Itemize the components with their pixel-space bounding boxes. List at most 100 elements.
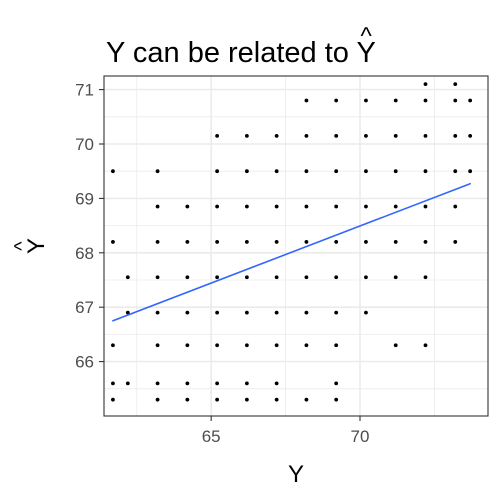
data-point bbox=[393, 133, 398, 138]
data-point bbox=[215, 204, 220, 209]
data-point bbox=[364, 204, 368, 209]
data-point bbox=[334, 397, 339, 402]
data-point bbox=[111, 240, 115, 244]
data-point bbox=[393, 275, 398, 280]
data-point bbox=[304, 240, 309, 244]
data-point bbox=[468, 98, 473, 103]
plot-panel-border bbox=[103, 75, 489, 417]
data-point bbox=[304, 275, 309, 280]
data-point bbox=[334, 275, 339, 280]
data-point bbox=[304, 397, 309, 402]
data-point bbox=[244, 275, 249, 280]
y-tick-label: 66 bbox=[75, 353, 94, 372]
data-point bbox=[364, 169, 368, 174]
data-point bbox=[244, 397, 249, 402]
x-tick-label: 65 bbox=[202, 427, 221, 446]
grid-major-lines bbox=[104, 76, 488, 416]
data-point bbox=[423, 204, 428, 209]
data-point bbox=[185, 204, 190, 209]
data-point bbox=[244, 169, 249, 174]
x-tick-label: 70 bbox=[351, 427, 370, 446]
data-point bbox=[244, 240, 249, 244]
y-tick-label: 70 bbox=[75, 135, 94, 154]
data-point bbox=[185, 343, 190, 348]
data-point bbox=[244, 310, 249, 315]
chart-title-hat-accent: ^ bbox=[360, 23, 372, 50]
data-point bbox=[423, 98, 428, 103]
data-point bbox=[423, 240, 428, 244]
data-point bbox=[215, 275, 220, 280]
data-point bbox=[215, 169, 220, 174]
data-point bbox=[274, 343, 279, 348]
data-point bbox=[453, 98, 458, 103]
data-point bbox=[453, 169, 458, 174]
data-point bbox=[453, 240, 458, 244]
data-point bbox=[423, 169, 428, 174]
data-point bbox=[111, 381, 115, 386]
data-point bbox=[155, 275, 160, 280]
data-point bbox=[155, 343, 160, 348]
data-point bbox=[364, 98, 368, 103]
data-point bbox=[244, 133, 249, 138]
data-point bbox=[125, 310, 130, 315]
data-point bbox=[111, 343, 115, 348]
data-point bbox=[423, 82, 428, 87]
data-point bbox=[125, 275, 130, 280]
data-point bbox=[155, 381, 160, 386]
data-point bbox=[468, 133, 473, 138]
data-point bbox=[453, 133, 458, 138]
trend-line bbox=[112, 182, 471, 322]
data-point bbox=[274, 240, 279, 244]
data-point bbox=[423, 133, 428, 138]
data-point bbox=[393, 240, 398, 244]
data-point bbox=[334, 240, 339, 244]
y-tick-label: 68 bbox=[75, 244, 94, 263]
data-point bbox=[334, 381, 339, 386]
data-points bbox=[111, 82, 473, 402]
x-axis-label: Y bbox=[288, 461, 304, 488]
data-point bbox=[393, 98, 398, 103]
data-point bbox=[244, 204, 249, 209]
data-point bbox=[334, 98, 339, 103]
data-point bbox=[274, 275, 279, 280]
y-axis-label: Y ^ bbox=[11, 238, 50, 254]
data-point bbox=[215, 133, 220, 138]
y-tick-label: 67 bbox=[75, 298, 94, 317]
data-point bbox=[185, 381, 190, 386]
data-point bbox=[274, 204, 279, 209]
data-point bbox=[334, 310, 339, 315]
plot-panel-background bbox=[104, 76, 488, 416]
data-point bbox=[244, 343, 249, 348]
data-point bbox=[185, 310, 190, 315]
data-point bbox=[185, 275, 190, 280]
data-point bbox=[334, 169, 339, 174]
y-tick-label: 71 bbox=[75, 81, 94, 100]
data-point bbox=[215, 381, 220, 386]
chart-title-variable: Y bbox=[356, 37, 375, 69]
data-point bbox=[393, 204, 398, 209]
data-point bbox=[453, 204, 458, 209]
data-point bbox=[155, 240, 160, 244]
data-point bbox=[304, 310, 309, 315]
chart-title: Y can be related to Y ^ bbox=[106, 23, 376, 69]
data-point bbox=[423, 343, 428, 348]
data-point bbox=[393, 169, 398, 174]
data-point bbox=[453, 82, 458, 87]
data-point bbox=[334, 133, 339, 138]
data-point bbox=[111, 169, 115, 174]
y-tick-label: 69 bbox=[75, 189, 94, 208]
data-point bbox=[215, 343, 220, 348]
data-point bbox=[423, 275, 428, 280]
y-axis-ticks: 66 67 68 69 70 71 bbox=[75, 81, 104, 372]
y-axis-label-hat-accent: ^ bbox=[11, 241, 33, 251]
data-point bbox=[304, 169, 309, 174]
data-point bbox=[393, 343, 398, 348]
data-point bbox=[155, 397, 160, 402]
svg-text:Y can be related to Y: Y can be related to Y bbox=[106, 37, 376, 69]
data-point bbox=[155, 310, 160, 315]
data-point bbox=[125, 381, 130, 386]
data-point bbox=[364, 310, 368, 315]
chart-title-text: Y can be related to bbox=[106, 37, 356, 69]
data-point bbox=[274, 169, 279, 174]
